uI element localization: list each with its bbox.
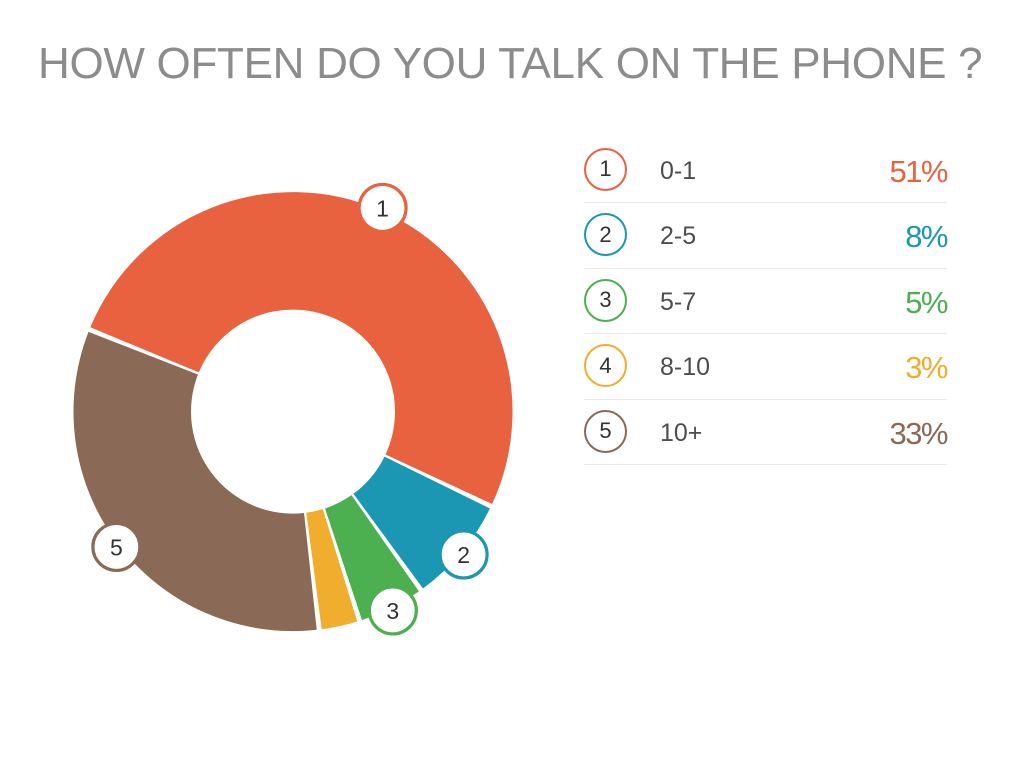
svg-text:3: 3 (386, 598, 399, 624)
svg-text:2: 2 (457, 542, 470, 568)
svg-text:5: 5 (110, 534, 123, 560)
svg-text:1: 1 (376, 195, 389, 221)
